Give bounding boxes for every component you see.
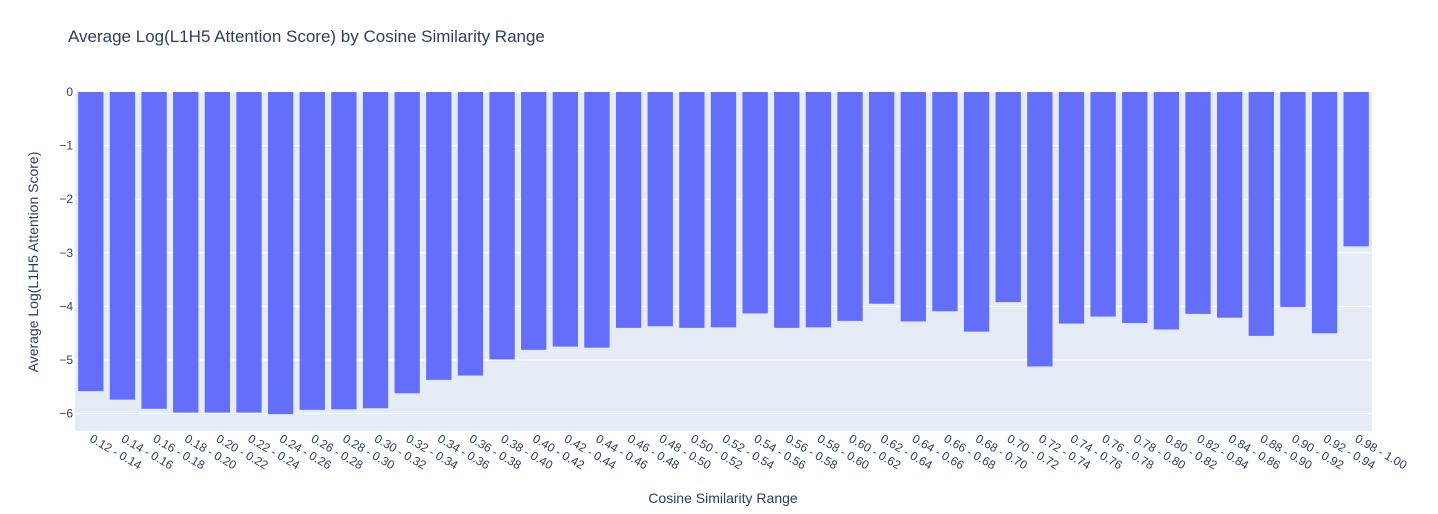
y-tick-label: −5 bbox=[59, 353, 73, 367]
y-tick-label: −6 bbox=[59, 407, 73, 421]
bar bbox=[109, 92, 136, 400]
bar bbox=[1153, 92, 1180, 330]
bar bbox=[299, 92, 325, 410]
bar bbox=[1090, 92, 1116, 317]
bar bbox=[521, 92, 547, 350]
bar bbox=[331, 92, 357, 410]
bar bbox=[615, 92, 642, 328]
bar bbox=[869, 92, 895, 304]
bar bbox=[362, 92, 389, 409]
bar bbox=[457, 92, 484, 376]
bar bbox=[679, 92, 705, 328]
y-tick-label: 0 bbox=[66, 85, 73, 99]
bar bbox=[647, 92, 673, 327]
y-axis-ticks: 0 −1 −2 −3 −4 −5 −6 bbox=[59, 85, 73, 421]
bar bbox=[267, 92, 294, 415]
bar bbox=[173, 92, 199, 413]
bar bbox=[1248, 92, 1274, 336]
bar bbox=[1280, 92, 1306, 307]
bar bbox=[995, 92, 1021, 303]
bar bbox=[1343, 92, 1369, 247]
bar bbox=[1185, 92, 1211, 314]
bar bbox=[963, 92, 990, 332]
bar bbox=[1216, 92, 1243, 318]
chart-title: Average Log(L1H5 Attention Score) by Cos… bbox=[68, 27, 545, 46]
bar bbox=[900, 92, 926, 322]
bar bbox=[1058, 92, 1085, 324]
y-tick-label: −2 bbox=[59, 192, 73, 206]
y-tick-label: −4 bbox=[59, 299, 73, 313]
bar bbox=[552, 92, 578, 347]
bar bbox=[236, 92, 262, 413]
bar bbox=[584, 92, 610, 348]
bar bbox=[932, 92, 958, 312]
y-tick-label: −3 bbox=[59, 246, 73, 260]
bar bbox=[710, 92, 737, 328]
bar bbox=[489, 92, 515, 360]
bar bbox=[1311, 92, 1338, 334]
bar bbox=[141, 92, 167, 409]
bar bbox=[394, 92, 420, 394]
bar bbox=[742, 92, 768, 314]
bars bbox=[78, 92, 1369, 415]
bar bbox=[1122, 92, 1148, 324]
bar bbox=[78, 92, 104, 392]
bar bbox=[774, 92, 800, 328]
y-axis-title: Average Log(L1H5 Attention Score) bbox=[25, 152, 41, 373]
x-axis-ticks: 0.12 - 0.140.14 - 0.160.16 - 0.180.18 - … bbox=[87, 431, 1409, 472]
bar bbox=[426, 92, 452, 380]
bar bbox=[1027, 92, 1053, 367]
bar bbox=[805, 92, 832, 328]
y-tick-label: −1 bbox=[59, 139, 73, 153]
bar bbox=[204, 92, 231, 413]
bar bbox=[837, 92, 863, 321]
x-axis-title: Cosine Similarity Range bbox=[648, 490, 798, 506]
